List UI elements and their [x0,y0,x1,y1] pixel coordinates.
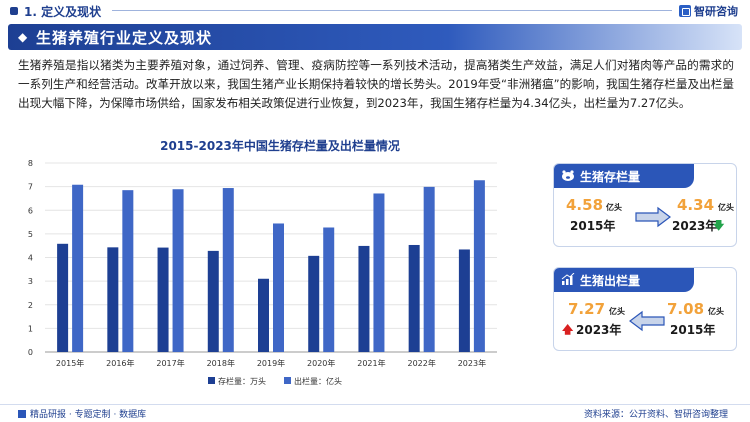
y-tick-label: 1 [28,324,33,333]
pig-icon [562,170,574,181]
bar-stock [408,244,420,352]
legend-swatch [208,377,215,384]
bar-stock [258,278,269,352]
y-tick-label: 2 [28,301,33,310]
slaughter-card-header: 生猪出栏量 [554,268,694,292]
slaughter-from-value: 7.08 [667,300,705,318]
slaughter-to-year: 2023年 [576,323,622,337]
stock-card: 生猪存栏量 4.58 亿头 2015年 4.34 亿头 2023年 🡇 [553,163,737,247]
bar-stock [308,255,320,352]
bar-slaughter [423,186,435,352]
footer: 精品研报 · 专题定制 · 数据库 资料来源：公开资料、智研咨询整理 [0,404,750,422]
section-text: 1. 定义及现状 [24,5,102,19]
slaughter-to-value: 7.27 [568,300,606,318]
intro-paragraph: 生猪养殖是指以猪类为主要养殖对象，通过饲养、管理、疫病防控等一系列技术活动，提高… [18,58,734,111]
footer-left: 精品研报 · 专题定制 · 数据库 [18,407,146,420]
stock-card-title: 生猪存栏量 [580,170,641,184]
x-tick-label: 2023年 [458,358,486,368]
slaughter-from-year: 2015年 [670,323,716,337]
brand-mark-icon [679,5,691,17]
x-tick-label: 2019年 [257,358,285,368]
footer-source: 资料来源：公开资料、智研咨询整理 [583,410,728,420]
page-title: 生猪养殖行业定义及现状 [36,29,213,47]
y-tick-label: 7 [28,183,33,192]
stock-from-value: 4.58 [566,196,604,214]
x-tick-label: 2021年 [357,358,385,368]
x-tick-label: 2015年 [56,358,84,368]
legend-label: 存栏量：万头 [218,376,266,386]
top-divider [112,10,672,11]
footer-left-text: 精品研报 · 专题定制 · 数据库 [30,410,147,420]
y-tick-label: 6 [28,206,33,215]
brand-logo: 智研咨询 [679,3,738,19]
slaughter-arrow-icon [629,310,665,332]
bar-stock [358,245,370,352]
section-dot-icon [10,7,18,15]
y-tick-label: 0 [28,348,33,357]
slaughter-to-unit: 亿头 [609,307,625,316]
legend-swatch [284,377,291,384]
x-tick-label: 2017年 [156,358,184,368]
stock-from-unit: 亿头 [606,203,622,212]
bar-slaughter [273,223,284,352]
bar-slaughter [222,188,234,352]
footer-divider [0,404,750,405]
y-tick-label: 8 [28,159,33,168]
slaughter-card-title: 生猪出栏量 [580,274,641,288]
bar-slaughter [323,227,335,352]
trend-up-icon: 🡅 [562,323,574,336]
y-tick-label: 3 [28,277,33,286]
stock-to-value: 4.34 [677,196,715,214]
stock-to-year: 2023年 [672,219,718,233]
stock-from-year: 2015年 [570,219,616,233]
x-tick-label: 2018年 [207,358,235,368]
x-tick-label: 2016年 [106,358,134,368]
bar-slaughter [373,193,385,352]
stock-card-header: 生猪存栏量 [554,164,694,188]
section-label: 1. 定义及现状 [10,3,101,20]
title-arrow-icon: ◆ [18,30,28,44]
bar-stock [458,249,470,352]
y-tick-label: 4 [28,254,33,263]
bar-slaughter [72,184,84,352]
title-banner: ◆ 生猪养殖行业定义及现状 [8,24,742,50]
chart-title: 2015-2023年中国生猪存栏量及出栏量情况 [160,139,400,153]
bar-stock [157,247,169,352]
slaughter-from-unit: 亿头 [708,307,724,316]
trend-down-icon: 🡇 [713,219,725,232]
top-bar: 1. 定义及现状 智研咨询 [0,0,750,22]
bar-stock [107,247,119,352]
x-tick-label: 2022年 [407,358,435,368]
bar-slaughter [122,190,134,352]
stock-arrow-icon [635,206,671,228]
x-tick-label: 2020年 [307,358,335,368]
bar-stock [207,250,219,352]
bar-growth-icon [561,273,575,285]
bar-slaughter [172,189,184,352]
slaughter-card: 生猪出栏量 7.27 亿头 🡅 2023年 7.08 亿头 2015年 [553,267,737,351]
footer-square-icon [18,410,26,418]
brand-name: 智研咨询 [694,5,738,18]
y-tick-label: 5 [28,230,33,239]
legend-label: 出栏量：亿头 [294,376,342,386]
stock-to-unit: 亿头 [718,203,734,212]
bar-slaughter [473,180,485,352]
bar-stock [57,243,69,352]
